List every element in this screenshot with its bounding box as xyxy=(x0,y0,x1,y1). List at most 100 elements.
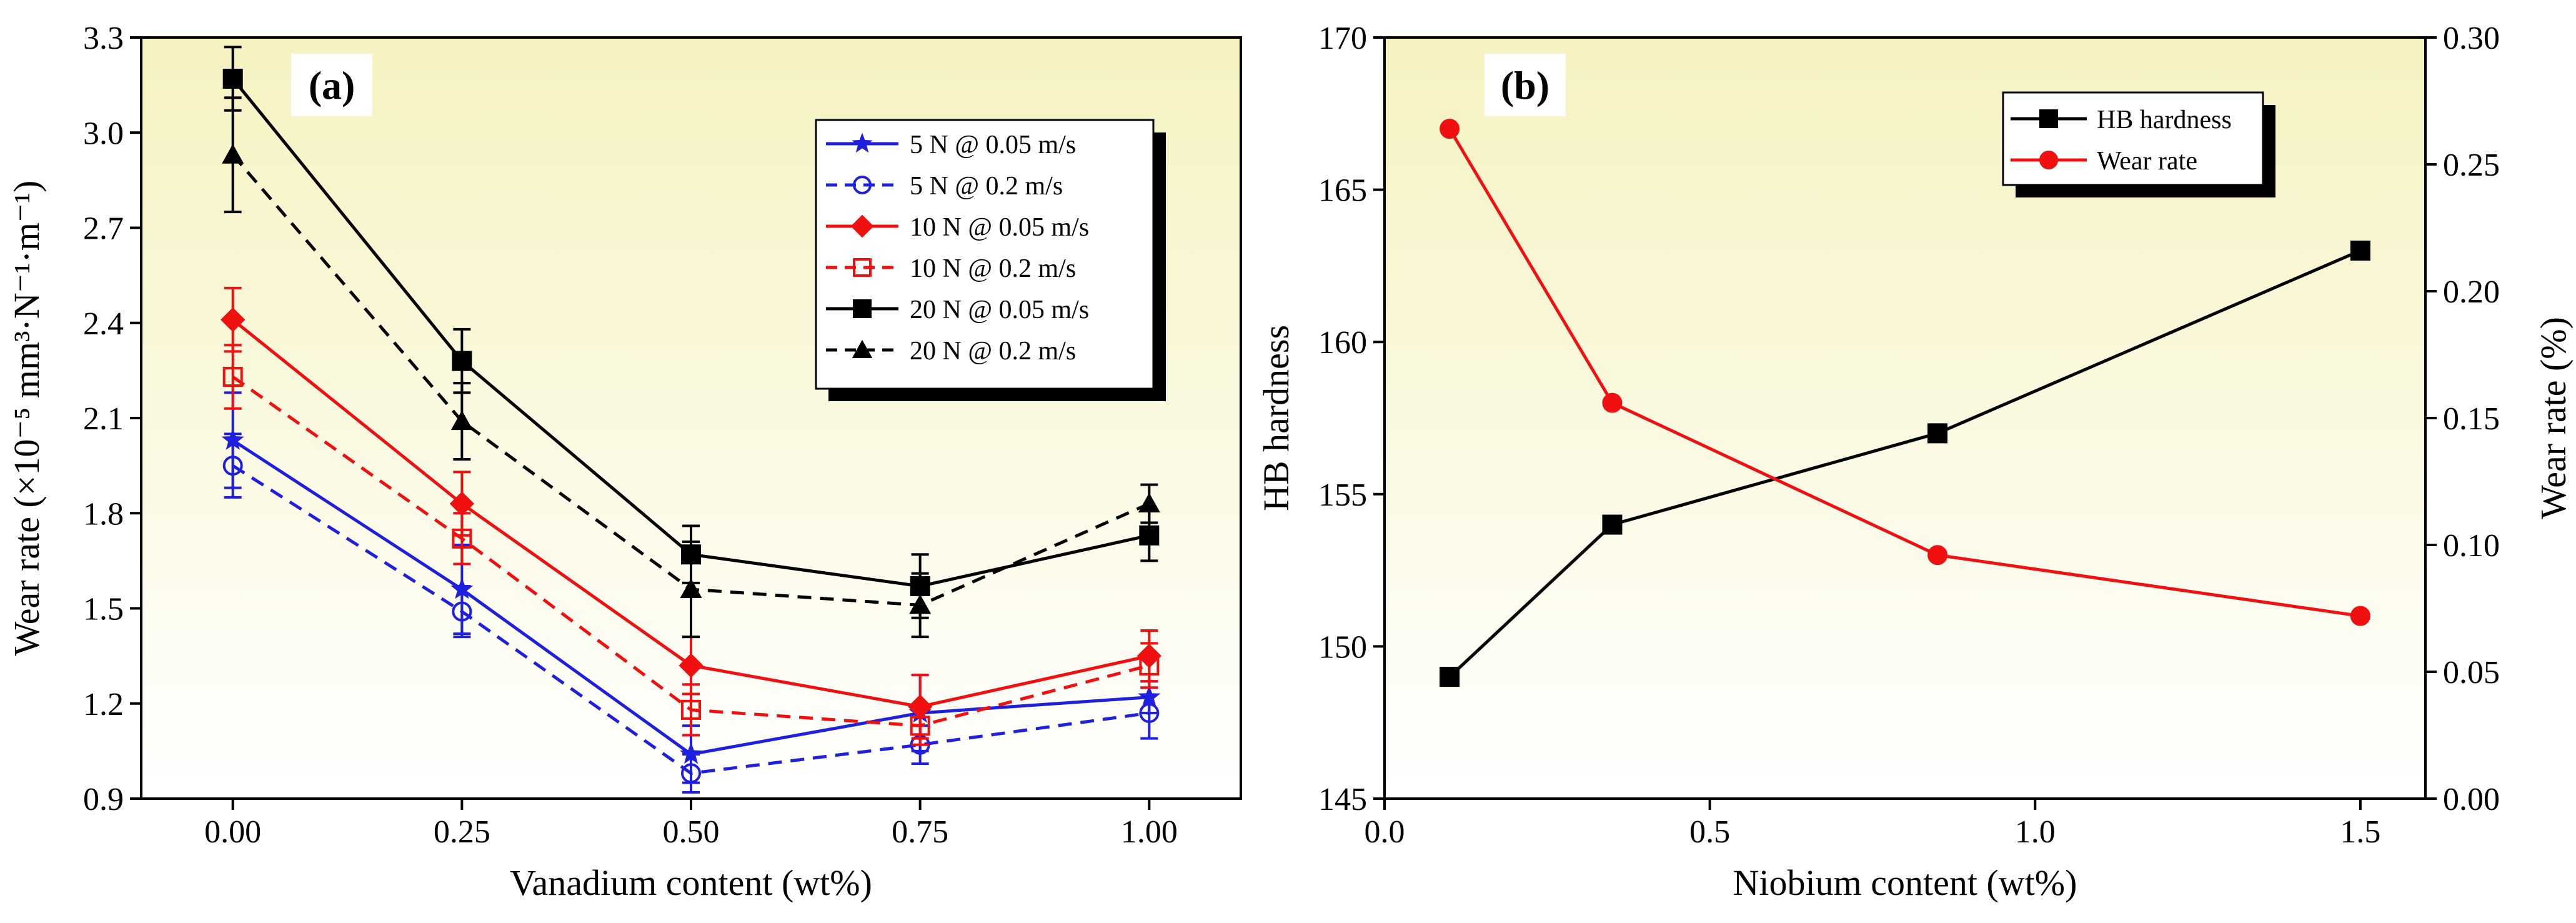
panel-b-y2-axis-title: Wear rate (%) xyxy=(2533,317,2574,519)
panel-b-y2-tick-label: 0.05 xyxy=(2443,655,2500,691)
series-20-n-0-2-m-s xyxy=(222,96,1160,639)
series-wear-rate-line xyxy=(1448,127,2361,618)
panel-a-y-tick-label: 3.3 xyxy=(83,21,124,56)
panel-a-chart: 0.00 0.25 0.50 0.75 1.00 0.9 1.2 1.5 1.8 2.1 2.4 2… xyxy=(6,21,1242,903)
panel-b-legend-items: HB hardness Wear rate xyxy=(2011,106,2232,176)
panel-b-y2-tick-label: 0.15 xyxy=(2443,401,2500,437)
series-5-n-0-2-m-s-point xyxy=(452,601,472,622)
panel-b-y2-tick-label: 0.00 xyxy=(2443,782,2500,817)
series-20-n-0-2-m-s-point xyxy=(1138,492,1160,513)
series-10-n-0-05-m-s-point xyxy=(221,307,246,332)
series-10-n-0-2-m-s-point xyxy=(222,367,243,387)
panel-b-chart: 0.0 0.5 1.0 1.5 145 150 155 160 165 170 0.00 0.05… xyxy=(1256,21,2574,903)
legend-marker xyxy=(853,176,872,194)
series-hb-hardness xyxy=(1440,241,2370,687)
panel-a-x-tick-label: 0.25 xyxy=(434,814,490,850)
panel-a-ticks xyxy=(130,36,1151,810)
panel-b-y2-tick-label: 0.10 xyxy=(2443,528,2500,564)
panel-a-label: (a) xyxy=(309,63,356,107)
legend-marker xyxy=(2039,109,2058,128)
panel-b-y-tick-label: 160 xyxy=(1318,325,1367,361)
legend-label: HB hardness xyxy=(2097,106,2232,134)
legend-label: 5 N @ 0.2 m/s xyxy=(910,172,1063,201)
series-10-n-0-2-m-s-point xyxy=(1139,655,1160,676)
legend-label: Wear rate xyxy=(2097,147,2197,176)
panel-b-y2-tick-label: 0.25 xyxy=(2443,147,2500,183)
panel-a-x-tick-labels: 0.00 0.25 0.50 0.75 1.00 xyxy=(204,814,1178,850)
series-20-n-0-2-m-s-point xyxy=(450,410,473,431)
panel-b-series-layer xyxy=(1440,119,2370,687)
series-5-n-0-2-m-s-point xyxy=(222,456,243,476)
series-hb-hardness-point xyxy=(1927,423,1948,444)
legend-marker xyxy=(852,132,873,153)
legend-item-10-n-0-05-m-s: 10 N @ 0.05 m/s xyxy=(826,213,1089,242)
legend-marker xyxy=(2039,151,2058,169)
series-wear-rate-point xyxy=(1927,545,1948,566)
legend-label: 5 N @ 0.05 m/s xyxy=(910,131,1076,159)
legend-item-hb-hardness: HB hardness xyxy=(2011,106,2232,134)
series-10-n-0-2-m-s-error-bar xyxy=(682,683,700,737)
series-5-n-0-2-m-s-error-bar xyxy=(682,752,700,794)
panel-a-x-tick-label: 0.00 xyxy=(204,814,261,850)
legend-item-10-n-0-2-m-s: 10 N @ 0.2 m/s xyxy=(826,254,1076,283)
series-hb-hardness-point xyxy=(2350,241,2370,261)
series-10-n-0-05-m-s-point xyxy=(679,653,704,678)
panel-a-y-tick-label: 2.7 xyxy=(83,211,124,247)
series-10-n-0-2-m-s-point xyxy=(910,716,930,736)
panel-a-x-tick-label: 0.75 xyxy=(892,814,948,850)
series-10-n-0-2-m-s-point xyxy=(452,528,472,549)
panel-b-y-tick-label: 150 xyxy=(1318,629,1367,665)
panel-a-y-tick-label: 3.0 xyxy=(83,116,124,151)
series-hb-hardness-point xyxy=(1602,514,1623,535)
panel-b-x-tick-label: 0.5 xyxy=(1689,814,1730,850)
panel-a-x-tick-label: 0.50 xyxy=(663,814,720,850)
panel-a-series-layer xyxy=(221,46,1161,794)
panel-b-y-tick-label: 145 xyxy=(1318,782,1367,817)
panel-b-legend-box xyxy=(2002,91,2264,186)
panel-b-y-tick-label: 155 xyxy=(1318,477,1367,513)
panel-a-legend-box xyxy=(815,119,1155,390)
panel-a-label-box xyxy=(291,54,372,116)
panel-b-x-tick-labels: 0.0 0.5 1.0 1.5 xyxy=(1365,814,2381,850)
panel-b-x-axis-title: Niobium content (wt%) xyxy=(1733,862,2077,903)
panel-b-y-tick-labels: 145 150 155 160 165 170 xyxy=(1318,21,1367,817)
panel-b-y2-tick-label: 0.30 xyxy=(2443,21,2500,56)
panel-a-y-tick-label: 2.4 xyxy=(83,306,124,342)
panel-b-x-tick-label: 1.5 xyxy=(2340,814,2380,850)
legend-item-20-n-0-05-m-s: 20 N @ 0.05 m/s xyxy=(826,296,1089,324)
panel-a-y-tick-label: 1.2 xyxy=(83,687,124,722)
series-20-n-0-2-m-s-point xyxy=(909,594,932,614)
panel-a-legend-items: 5 N @ 0.05 m/s 5 N @ 0.2 m/s 10 N @ 0.05 m… xyxy=(826,131,1089,366)
legend-marker xyxy=(853,258,872,277)
legend-item-20-n-0-2-m-s: 20 N @ 0.2 m/s xyxy=(826,337,1076,366)
legend-marker xyxy=(853,299,872,318)
series-wear-rate xyxy=(1440,119,2370,626)
series-5-n-0-2-m-s-error-bar xyxy=(224,432,242,499)
panel-b-y-tick-label: 170 xyxy=(1318,21,1367,56)
panel-a-y-tick-label: 1.5 xyxy=(83,592,124,627)
series-5-n-0-2-m-s-error-bar xyxy=(453,584,471,639)
series-20-n-0-05-m-s-point xyxy=(222,68,243,89)
panel-b-y2-tick-label: 0.20 xyxy=(2443,274,2500,310)
series-10-n-0-2-m-s-error-bar xyxy=(1140,642,1158,689)
panel-b-y2-tick-labels: 0.00 0.05 0.10 0.15 0.20 0.25 0.30 xyxy=(2443,21,2500,817)
panel-b-label-box xyxy=(1484,54,1566,116)
series-hb-hardness-point xyxy=(1440,667,1460,687)
panel-a-y-tick-labels: 0.9 1.2 1.5 1.8 2.1 2.4 2.7 3.0 3.3 xyxy=(83,21,124,817)
panel-b-legend: HB hardness Wear rate xyxy=(2002,91,2275,197)
series-5-n-0-2-m-s-point xyxy=(1139,702,1160,723)
legend-item-5-n-0-05-m-s: 5 N @ 0.05 m/s xyxy=(826,131,1076,159)
legend-marker xyxy=(852,339,873,358)
series-10-n-0-2-m-s-error-bar xyxy=(224,344,242,410)
panel-b-y-axis-title: HB hardness xyxy=(1256,325,1296,511)
panel-a-y-tick-label: 2.1 xyxy=(83,401,124,437)
series-10-n-0-2-m-s-error-bar xyxy=(453,512,471,566)
series-20-n-0-05-m-s-point xyxy=(1139,525,1160,546)
series-20-n-0-05-m-s-point xyxy=(452,351,472,371)
series-20-n-0-2-m-s-point xyxy=(680,578,702,599)
panel-a-y-tick-label: 1.8 xyxy=(83,496,124,532)
panel-a-y-tick-label: 0.9 xyxy=(83,782,124,817)
series-10-n-0-2-m-s xyxy=(222,344,1160,746)
series-10-n-0-2-m-s-point xyxy=(681,699,701,720)
